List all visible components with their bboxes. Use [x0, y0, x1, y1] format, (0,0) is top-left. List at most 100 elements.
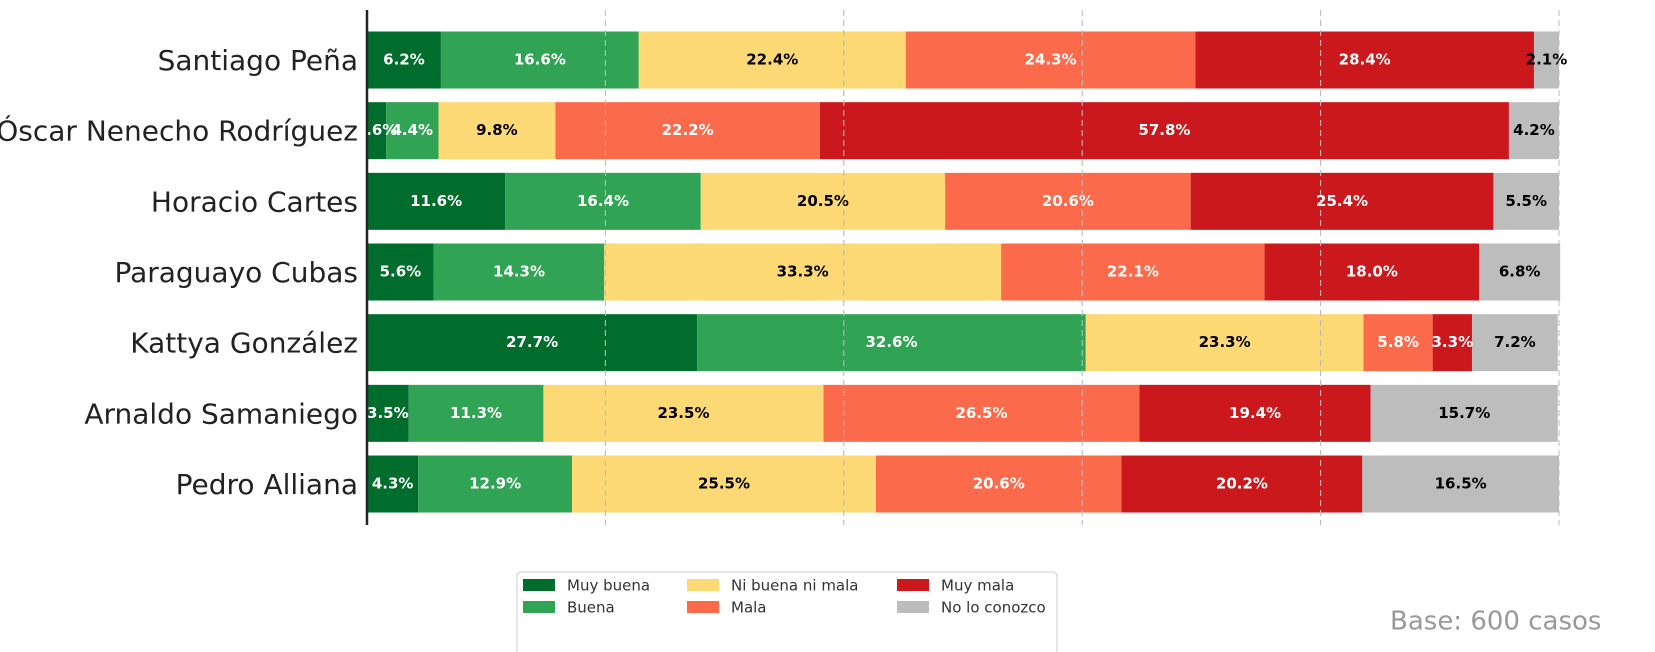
data-label: 6.8%	[1499, 263, 1541, 281]
data-label: 23.3%	[1199, 333, 1251, 351]
data-label: 3.3%	[1432, 333, 1474, 351]
legend-label: Mala	[731, 599, 767, 617]
data-label: 7.2%	[1494, 333, 1536, 351]
data-label: 4.3%	[372, 475, 414, 493]
bar-segment	[1363, 314, 1433, 372]
data-label: 27.7%	[506, 333, 558, 351]
y-tick-label: Pedro Alliana	[176, 468, 358, 501]
bar-segment	[367, 31, 441, 89]
legend-label: Ni buena ni mala	[731, 577, 859, 595]
bar-segment	[700, 172, 946, 230]
bar-segment	[638, 31, 906, 89]
data-label: 22.2%	[662, 121, 714, 139]
bar-segment	[1362, 455, 1559, 513]
bar-segment	[1533, 31, 1559, 89]
bar-segment	[367, 102, 387, 160]
data-label: 26.5%	[955, 404, 1007, 422]
bar-segment	[367, 384, 409, 442]
data-label: 19.4%	[1229, 404, 1281, 422]
legend-swatch	[687, 579, 719, 591]
bar-segment	[367, 314, 698, 372]
y-tick-label: Arnaldo Samaniego	[84, 397, 358, 430]
bar-segment	[1085, 314, 1364, 372]
bar-segment	[438, 102, 556, 160]
bar-segment	[418, 455, 573, 513]
legend-swatch	[897, 579, 929, 591]
bar-segment	[945, 172, 1191, 230]
data-label: 5.5%	[1505, 192, 1547, 210]
data-label: 9.8%	[476, 121, 518, 139]
bar-segment	[604, 243, 1002, 301]
data-label: 23.5%	[657, 404, 709, 422]
legend-swatch	[897, 601, 929, 613]
bar-segment	[1479, 243, 1561, 301]
data-label: 32.6%	[865, 333, 917, 351]
y-tick-label: Óscar Nenecho Rodríguez	[0, 114, 358, 148]
data-label: 2.1%	[1526, 51, 1568, 69]
legend: Muy buena Buena Ni buena ni mala Mala Muy ma…	[516, 571, 1058, 652]
bar-segment	[386, 102, 439, 160]
legend-swatch	[687, 601, 719, 613]
bar-segment	[905, 31, 1196, 89]
data-label: 3.5%	[367, 404, 409, 422]
y-tick-label: Paraguayo Cubas	[114, 256, 358, 289]
data-label: 4.4%	[391, 121, 433, 139]
bar-segment	[367, 243, 434, 301]
y-tick-label: Kattya González	[130, 327, 358, 360]
legend-label: Muy buena	[567, 577, 650, 595]
bar-segment	[1370, 384, 1558, 442]
y-tick-label: Santiago Peña	[158, 44, 358, 77]
y-tick-label: Horacio Cartes	[151, 185, 358, 218]
data-label: 25.5%	[698, 475, 750, 493]
data-label: 16.5%	[1435, 475, 1487, 493]
data-label: 24.3%	[1025, 51, 1077, 69]
bar-segment	[1121, 455, 1363, 513]
bar-segment	[1001, 243, 1265, 301]
data-label: 6.2%	[383, 51, 425, 69]
annotation: Base: 600 casos	[1390, 607, 1601, 637]
data-label: 11.6%	[410, 192, 462, 210]
bar-segment	[1493, 172, 1559, 230]
bar-segment	[367, 455, 419, 513]
legend-label: Buena	[567, 599, 615, 617]
legend-swatch	[523, 601, 555, 613]
data-label: 20.5%	[797, 192, 849, 210]
data-label: 18.0%	[1346, 263, 1398, 281]
data-label: 4.2%	[1513, 121, 1555, 139]
legend-label: No lo conozco	[941, 599, 1046, 617]
bar-segment	[433, 243, 605, 301]
data-label: 5.8%	[1377, 333, 1419, 351]
bar-segment	[367, 172, 506, 230]
data-label: 25.4%	[1316, 192, 1368, 210]
bar-segment	[1508, 102, 1559, 160]
bar-segment	[1139, 384, 1371, 442]
bar-segment	[1432, 314, 1472, 372]
legend-box	[516, 571, 1058, 652]
data-label: 16.4%	[577, 192, 629, 210]
legend-swatch	[523, 579, 555, 591]
data-label: 22.1%	[1107, 263, 1159, 281]
data-label: 5.6%	[380, 263, 422, 281]
bar-segment	[697, 314, 1086, 372]
bar-segment	[823, 384, 1140, 442]
bar-segment	[875, 455, 1122, 513]
data-label: 28.4%	[1339, 51, 1391, 69]
bar-segment	[1264, 243, 1480, 301]
legend-label: Muy mala	[941, 577, 1014, 595]
data-label: 12.9%	[469, 475, 521, 493]
bar-segment	[555, 102, 820, 160]
bar-segment	[819, 102, 1509, 160]
data-label: 16.6%	[514, 51, 566, 69]
data-label: 20.6%	[1042, 192, 1094, 210]
data-label: 14.3%	[493, 263, 545, 281]
data-label: 15.7%	[1438, 404, 1490, 422]
bar-segment	[543, 384, 824, 442]
data-label: 11.3%	[450, 404, 502, 422]
data-label: 57.8%	[1138, 121, 1190, 139]
data-label: 20.6%	[973, 475, 1025, 493]
bars	[367, 31, 1561, 513]
bar-segment	[572, 455, 876, 513]
bar-segment	[408, 384, 544, 442]
data-label: 20.2%	[1216, 475, 1268, 493]
